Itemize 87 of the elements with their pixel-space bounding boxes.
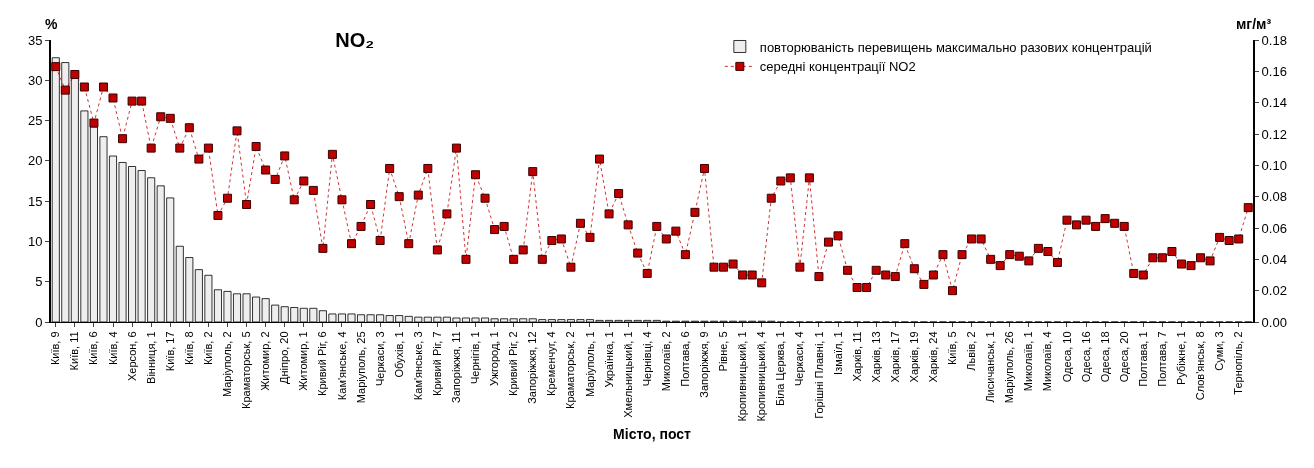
x-tick-label: Лисичанськ, 1 — [984, 331, 997, 403]
x-tick-label: Одеса, 20 — [1117, 331, 1130, 383]
x-tick-label: Київ, 8 — [182, 331, 195, 366]
x-tick-label: Дніпро, 20 — [278, 331, 291, 384]
x-tick-label: Маріуполь, 25 — [354, 331, 367, 404]
y2-tick-label: 0.10 — [1261, 157, 1287, 173]
x-tick-label: Полтава, 7 — [1155, 331, 1168, 387]
x-tick-label: Українка, 1 — [602, 331, 615, 388]
y2-tick-label: 0.16 — [1261, 63, 1287, 79]
x-tick-label: Миколаїв, 1 — [1022, 331, 1035, 392]
x-tick-label: Полтава, 6 — [678, 331, 691, 387]
x-tick-label: Київ, 2 — [201, 331, 214, 366]
chart-title: NO₂ — [335, 28, 375, 51]
y2-axis-title: мг/м³ — [1236, 16, 1272, 32]
x-tick-label: Харків, 17 — [888, 331, 901, 383]
y2-tick-label: 0.04 — [1261, 251, 1287, 267]
x-tick-label: Харків, 11 — [850, 331, 863, 382]
x-tick-label: Обухів, 1 — [392, 331, 405, 378]
legend-label: середні концентрації NO2 — [759, 59, 916, 75]
x-tick-label: Кривий Ріг, 2 — [507, 331, 520, 396]
x-tick-label: Київ, 6 — [87, 331, 100, 366]
x-tick-label: Краматорськ, 5 — [240, 331, 253, 409]
x-tick-label: Одеса, 10 — [1060, 331, 1073, 383]
x-tick-label: Чернігів, 1 — [469, 331, 482, 385]
x-tick-label: Київ, 17 — [163, 331, 176, 372]
x-tick-label: Одеса, 16 — [1079, 331, 1092, 383]
x-tick-label: Харків, 24 — [926, 331, 939, 383]
y-tick-label: 10 — [27, 233, 43, 249]
x-tick-label: Львів, 2 — [965, 331, 978, 371]
x-tick-label: Кам'янське, 4 — [335, 331, 348, 401]
x-tick-label: Черкаси, 3 — [373, 331, 386, 387]
x-tick-label: Київ, 4 — [106, 331, 119, 366]
x-tick-label: Кременчуг, 4 — [545, 331, 558, 396]
x-tick-label: Житомир, 1 — [297, 331, 310, 391]
y-tick-label: 15 — [27, 193, 43, 209]
y2-tick-label: 0.00 — [1261, 314, 1287, 330]
x-tick-label: Маріуполь, 1 — [583, 331, 596, 398]
y-tick-label: 35 — [27, 32, 43, 48]
x-tick-label: Кам'янське, 3 — [411, 331, 424, 401]
y2-tick-label: 0.08 — [1261, 189, 1287, 205]
y-axis-title: % — [45, 16, 58, 32]
x-tick-label: Ізмаїл, 1 — [831, 331, 844, 375]
x-tick-label: Тернопіль, 2 — [1232, 331, 1245, 395]
y-tick-label: 5 — [35, 274, 43, 290]
x-tick-label: Рівне, 5 — [717, 331, 730, 372]
x-tick-label: Рубіжне, 1 — [1175, 331, 1188, 385]
x-tick-label: Київ, 9 — [49, 331, 62, 366]
x-tick-label: Хмельницький, 1 — [621, 331, 634, 418]
x-tick-label: Вінниця, 1 — [144, 331, 157, 384]
x-tick-label: Біла Церква, 1 — [774, 331, 787, 406]
y-tick-label: 20 — [27, 153, 43, 169]
x-tick-label: Полтава, 1 — [1136, 331, 1149, 387]
y-tick-label: 0 — [35, 314, 43, 330]
x-tick-label: Кропивницький, 4 — [755, 331, 768, 422]
x-tick-label: Херсон, 6 — [125, 331, 138, 382]
legend-label: повторюваність перевищень максимально разових концентрацій — [759, 39, 1152, 55]
x-tick-label: Миколаїв, 2 — [659, 331, 672, 392]
x-tick-label: Одеса, 18 — [1098, 331, 1111, 383]
y2-tick-label: 0.18 — [1261, 32, 1287, 48]
y2-tick-label: 0.12 — [1261, 126, 1287, 142]
x-tick-label: Чернівці, 4 — [640, 331, 653, 387]
x-tick-label: Ужгород, 1 — [488, 331, 501, 386]
y-tick-label: 30 — [27, 72, 43, 88]
x-tick-label: Горішні Плавні, 1 — [812, 331, 825, 419]
x-tick-label: Кривий Ріг, 7 — [430, 331, 443, 396]
x-tick-label: Кривий Ріг, 6 — [316, 331, 329, 396]
x-tick-label: Запоріжжя, 12 — [526, 331, 539, 404]
x-tick-label: Миколаїв, 4 — [1041, 331, 1054, 392]
x-tick-label: Житомир, 2 — [259, 331, 272, 391]
x-axis-title: Місто, пост — [613, 425, 692, 442]
x-tick-label: Суми, 3 — [1213, 331, 1226, 371]
x-tick-label: Запоріжжя, 11 — [450, 331, 463, 404]
x-tick-label: Слов'янськ, 8 — [1194, 331, 1207, 401]
x-tick-label: Краматорськ, 2 — [564, 331, 577, 409]
x-tick-label: Запоріжжя, 9 — [698, 331, 711, 398]
x-tick-label: Кропивницький, 1 — [736, 331, 749, 422]
y2-tick-label: 0.06 — [1261, 220, 1287, 236]
x-tick-label: Харків, 13 — [869, 331, 882, 383]
x-tick-label: Харків, 19 — [907, 331, 920, 383]
y-tick-label: 25 — [27, 113, 43, 129]
x-tick-label: Маріуполь, 26 — [1003, 331, 1016, 404]
x-tick-label: Черкаси, 4 — [793, 331, 806, 387]
x-tick-label: Маріуполь, 2 — [221, 331, 234, 398]
x-tick-label: Київ, 5 — [946, 331, 959, 366]
y2-tick-label: 0.02 — [1261, 283, 1287, 299]
y2-tick-label: 0.14 — [1261, 95, 1287, 111]
x-tick-label: Київ, 11 — [68, 331, 81, 371]
